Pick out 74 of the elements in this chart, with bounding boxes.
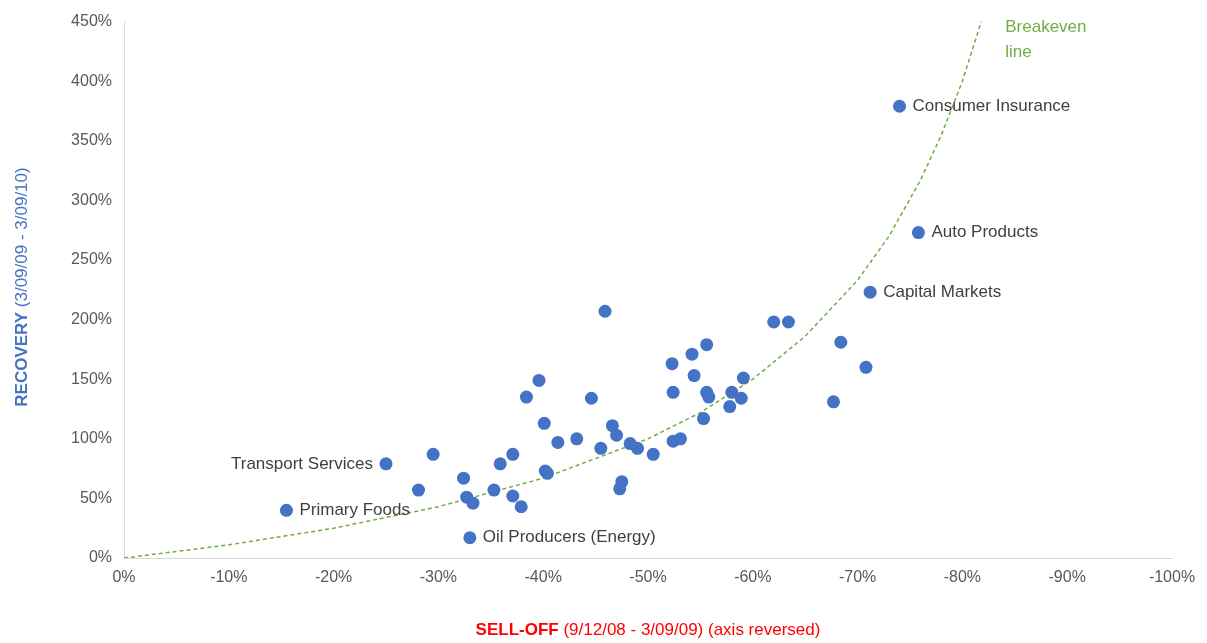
point xyxy=(426,447,440,461)
x-tick-label: -100% xyxy=(1148,568,1196,586)
point xyxy=(631,441,645,455)
point xyxy=(859,360,873,374)
y-axis-title: RECOVERY (3/09/09 - 3/09/10) xyxy=(12,167,32,407)
x-tick-label: -70% xyxy=(838,568,877,586)
series-label: Breakeven line xyxy=(1005,15,1087,63)
point xyxy=(893,99,907,113)
point xyxy=(702,390,716,404)
x-tick-label: -10% xyxy=(210,568,248,586)
point xyxy=(687,369,701,383)
point xyxy=(700,338,714,352)
point xyxy=(570,432,584,446)
annotation: Consumer Insurance xyxy=(912,95,1071,115)
point xyxy=(911,226,925,240)
point xyxy=(615,475,629,489)
point xyxy=(551,435,565,449)
point xyxy=(598,304,612,318)
point xyxy=(487,483,501,497)
x-tick-label: -50% xyxy=(629,568,667,586)
point xyxy=(646,447,660,461)
point xyxy=(781,315,795,329)
point xyxy=(379,457,393,471)
point xyxy=(457,471,471,485)
point xyxy=(723,400,737,414)
point xyxy=(584,391,598,405)
y-tick-label: 100% xyxy=(71,429,112,447)
x-tick-label: 0% xyxy=(112,568,136,586)
y-tick-label: 150% xyxy=(71,369,112,387)
annotation: Oil Producers (Energy) xyxy=(482,527,656,547)
point xyxy=(493,457,507,471)
point xyxy=(863,285,877,299)
y-tick-label: 400% xyxy=(71,71,112,89)
point xyxy=(532,373,546,387)
annotation: Transport Services xyxy=(230,453,373,473)
x-tick-label: -40% xyxy=(524,568,562,586)
point xyxy=(666,385,680,399)
point xyxy=(673,432,687,446)
x-tick-label: -60% xyxy=(734,568,772,586)
point xyxy=(665,357,679,371)
x-tick-label: -30% xyxy=(419,568,458,586)
point xyxy=(411,483,425,497)
point xyxy=(594,441,608,455)
point xyxy=(466,496,480,510)
point xyxy=(506,447,520,461)
y-tick-label: 200% xyxy=(71,310,112,328)
annotation: Primary Foods xyxy=(299,500,410,520)
point xyxy=(463,531,477,545)
y-tick-label: 300% xyxy=(71,190,112,208)
x-tick-label: -90% xyxy=(1048,568,1086,586)
point xyxy=(514,500,528,514)
y-tick-label: 50% xyxy=(79,488,112,506)
point xyxy=(685,347,699,361)
annotation: Auto Products xyxy=(931,222,1039,242)
x-axis-title: SELL-OFF (9/12/08 - 3/09/09) (axis reversed) xyxy=(474,620,822,640)
point xyxy=(725,385,739,399)
point xyxy=(610,428,624,442)
point xyxy=(834,335,848,349)
y-tick-label: 0% xyxy=(88,548,112,566)
point xyxy=(736,371,750,385)
point xyxy=(827,395,840,409)
point xyxy=(506,489,520,503)
point xyxy=(537,416,551,430)
y-tick-label: 450% xyxy=(71,12,112,30)
point xyxy=(767,315,781,329)
point xyxy=(697,412,711,426)
point xyxy=(279,503,293,517)
y-tick-label: 250% xyxy=(71,250,112,268)
x-tick-label: -20% xyxy=(314,568,353,586)
annotation: Capital Markets xyxy=(883,281,1002,301)
point xyxy=(519,390,533,404)
x-tick-label: -80% xyxy=(943,568,982,586)
point xyxy=(734,391,748,405)
y-tick-label: 350% xyxy=(71,131,112,149)
